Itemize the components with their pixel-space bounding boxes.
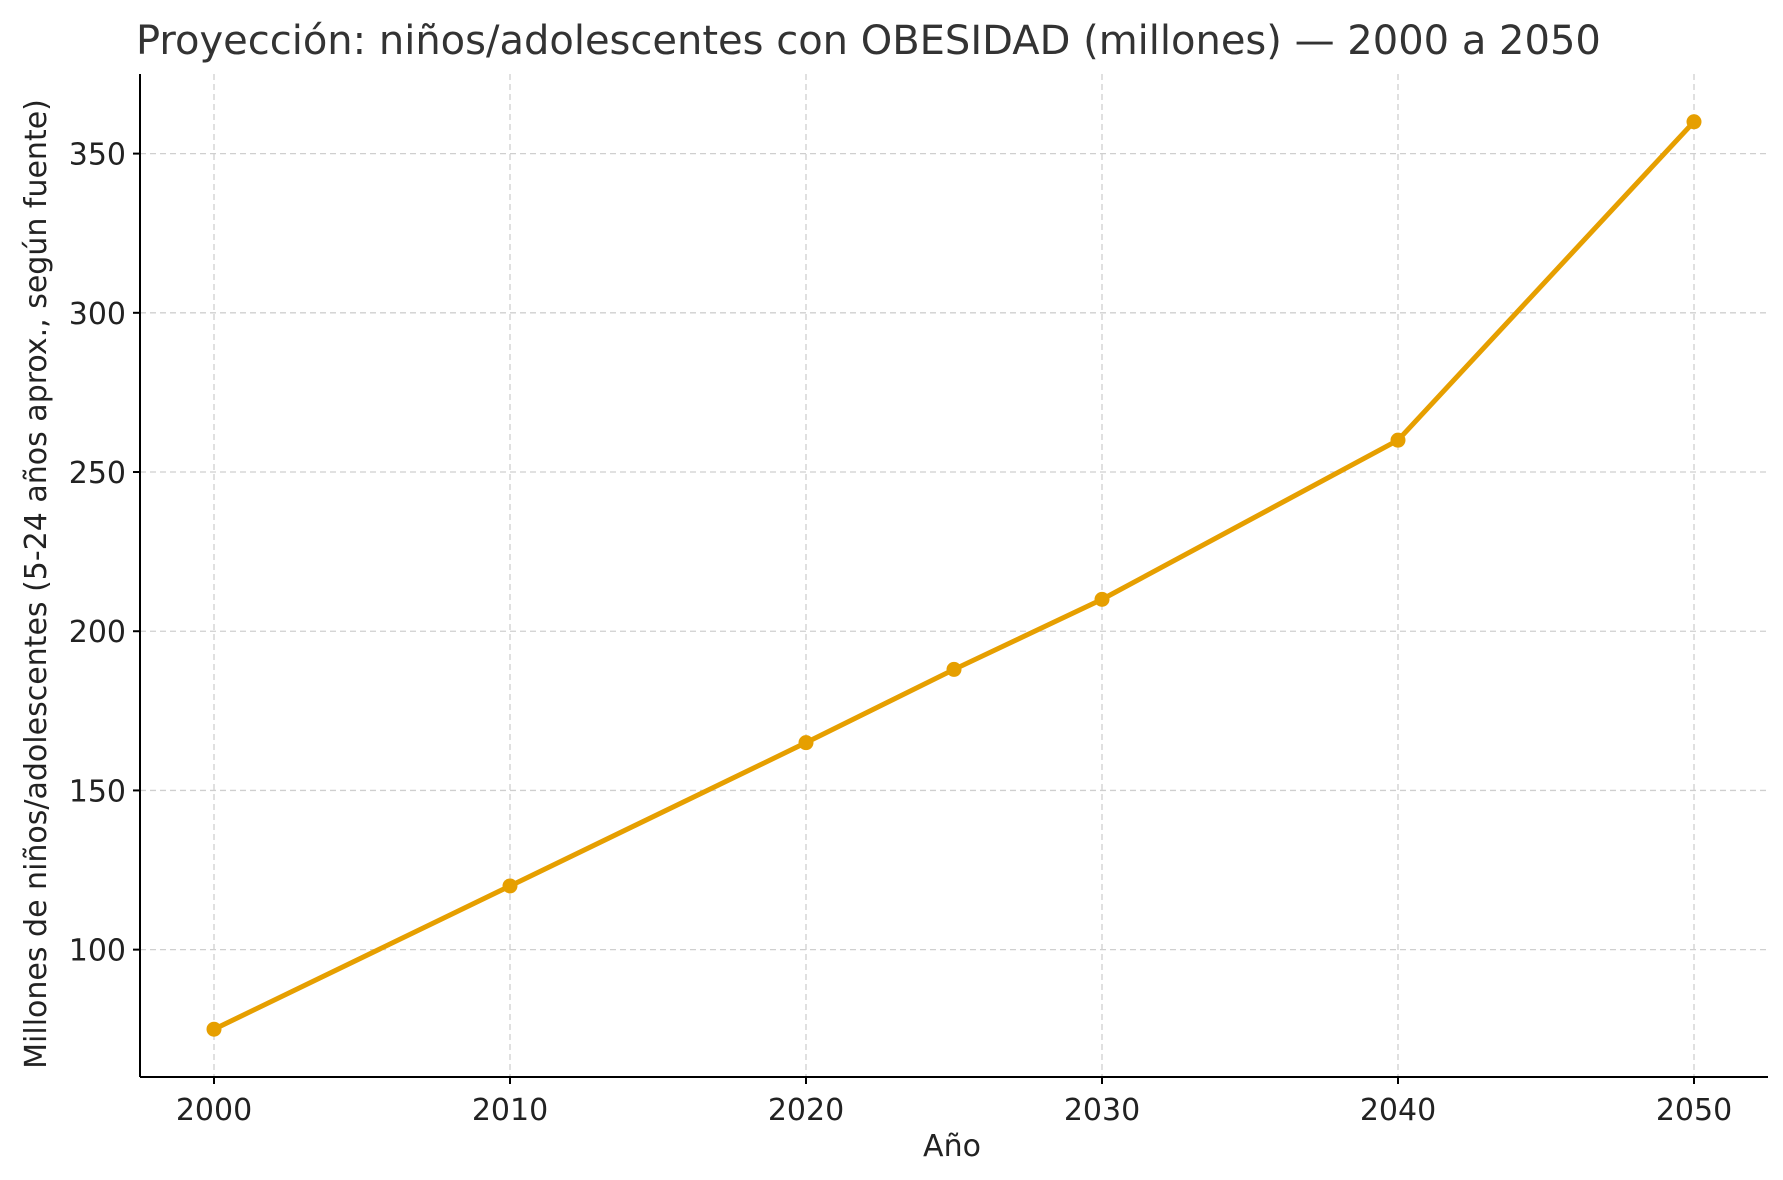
data-point bbox=[946, 661, 962, 677]
x-tick-label: 2020 bbox=[768, 1093, 844, 1128]
y-tick-label: 200 bbox=[69, 615, 126, 650]
x-axis-label: Año bbox=[923, 1129, 981, 1164]
y-tick-label: 350 bbox=[69, 138, 126, 173]
x-tick-label: 2030 bbox=[1064, 1093, 1140, 1128]
y-axis-label: Millones de niños/adolescentes (5-24 año… bbox=[19, 99, 54, 1069]
data-point bbox=[502, 878, 518, 894]
data-point bbox=[1094, 591, 1110, 607]
x-tick-label: 2010 bbox=[472, 1093, 548, 1128]
data-point bbox=[1390, 432, 1406, 448]
x-tick-label: 2040 bbox=[1360, 1093, 1436, 1128]
grid-layer bbox=[140, 74, 1768, 1077]
ticks-layer: 2000 2010 2020 2030 2040 2050 100 150 200 250 300 3… bbox=[69, 138, 1732, 1128]
data-point bbox=[798, 735, 814, 751]
y-tick-label: 100 bbox=[69, 934, 126, 969]
axes-layer bbox=[139, 74, 1768, 1078]
data-point bbox=[206, 1021, 222, 1037]
x-tick-label: 2050 bbox=[1656, 1093, 1732, 1128]
x-tick-label: 2000 bbox=[176, 1093, 252, 1128]
chart-title: Proyección: niños/adolescentes con OBESI… bbox=[136, 18, 1601, 64]
series-layer bbox=[206, 114, 1702, 1037]
data-point bbox=[1686, 114, 1702, 130]
y-tick-label: 300 bbox=[69, 297, 126, 332]
y-tick-label: 250 bbox=[69, 456, 126, 491]
y-tick-label: 150 bbox=[69, 774, 126, 809]
series-line bbox=[211, 119, 1697, 1032]
